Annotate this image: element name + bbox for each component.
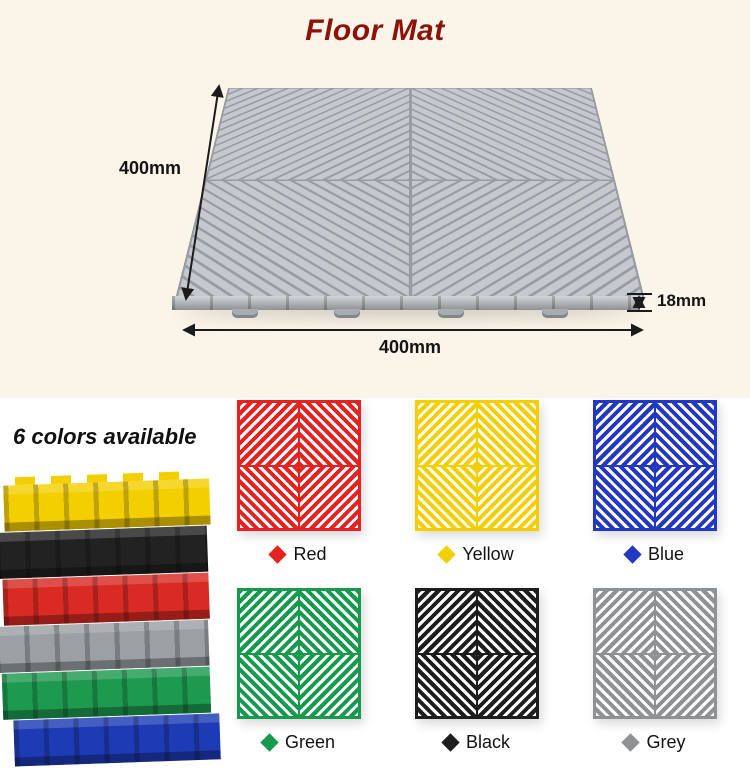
color-name: Black (465, 732, 510, 752)
color-diamond-icon (437, 545, 457, 564)
interlock-tab (334, 309, 360, 318)
tile-center-seam (593, 400, 717, 531)
tile-center-seam (237, 400, 361, 531)
width-dimension-label: 400mm (378, 337, 442, 357)
swatch-label: Black (415, 732, 539, 753)
swatch-yellow: Yellow (415, 400, 539, 565)
grey-tile-image (593, 588, 717, 719)
thickness-dimension-label: 18mm (657, 291, 707, 310)
color-name: Red (293, 544, 327, 564)
stacked-tiles-image (0, 471, 237, 768)
interlock-teeth (14, 471, 196, 486)
swatch-label: Green (237, 732, 361, 753)
tile-center-seam (415, 400, 539, 531)
swatch-label: Yellow (415, 544, 539, 565)
color-name: Blue (647, 544, 685, 564)
interlock-tab (232, 309, 258, 318)
swatch-label: Grey (593, 732, 717, 753)
height-dimension-label: 400mm (118, 158, 182, 178)
color-diamond-icon (260, 733, 279, 752)
red-tile-image (237, 400, 361, 531)
stack-layer-black (0, 525, 209, 580)
floor-mat-front-edge (172, 296, 640, 310)
tile-center-seam (237, 588, 361, 719)
interlock-tab (438, 309, 464, 318)
product-title: Floor Mat (305, 14, 445, 47)
swatch-black: Black (415, 588, 539, 753)
tile-center-seam (175, 87, 645, 299)
stack-layer-grey (0, 619, 210, 674)
interlock-tab (542, 309, 568, 318)
hero-section: Floor Mat (0, 0, 750, 398)
stack-layer-red (2, 572, 210, 626)
swatch-blue: Blue (593, 400, 717, 565)
stack-layer-yellow (3, 471, 211, 532)
tile-center-seam (415, 588, 539, 719)
color-name: Yellow (462, 544, 514, 564)
color-diamond-icon (623, 545, 642, 564)
swatch-grey: Grey (593, 588, 717, 753)
blue-tile-image (593, 400, 717, 531)
swatch-red: Red (237, 400, 361, 565)
swatch-label: Blue (593, 544, 717, 565)
stack-layer-blue (13, 713, 221, 767)
floor-mat-top-face (175, 87, 645, 299)
swatch-label: Red (237, 544, 361, 565)
tile-center-seam (593, 588, 717, 719)
color-name: Green (284, 732, 336, 752)
yellow-tile-image (415, 400, 539, 531)
color-diamond-icon (268, 545, 288, 564)
color-diamond-icon (441, 733, 460, 752)
colors-section: 6 colors available Red (0, 398, 750, 771)
swatch-green: Green (237, 588, 361, 753)
color-name: Grey (646, 732, 686, 752)
green-tile-image (237, 588, 361, 719)
colors-heading: 6 colors available (13, 424, 197, 449)
floor-mat-3d-image (140, 20, 680, 320)
color-diamond-icon (621, 733, 641, 752)
stack-layer-green (1, 666, 212, 720)
black-tile-image (415, 588, 539, 719)
